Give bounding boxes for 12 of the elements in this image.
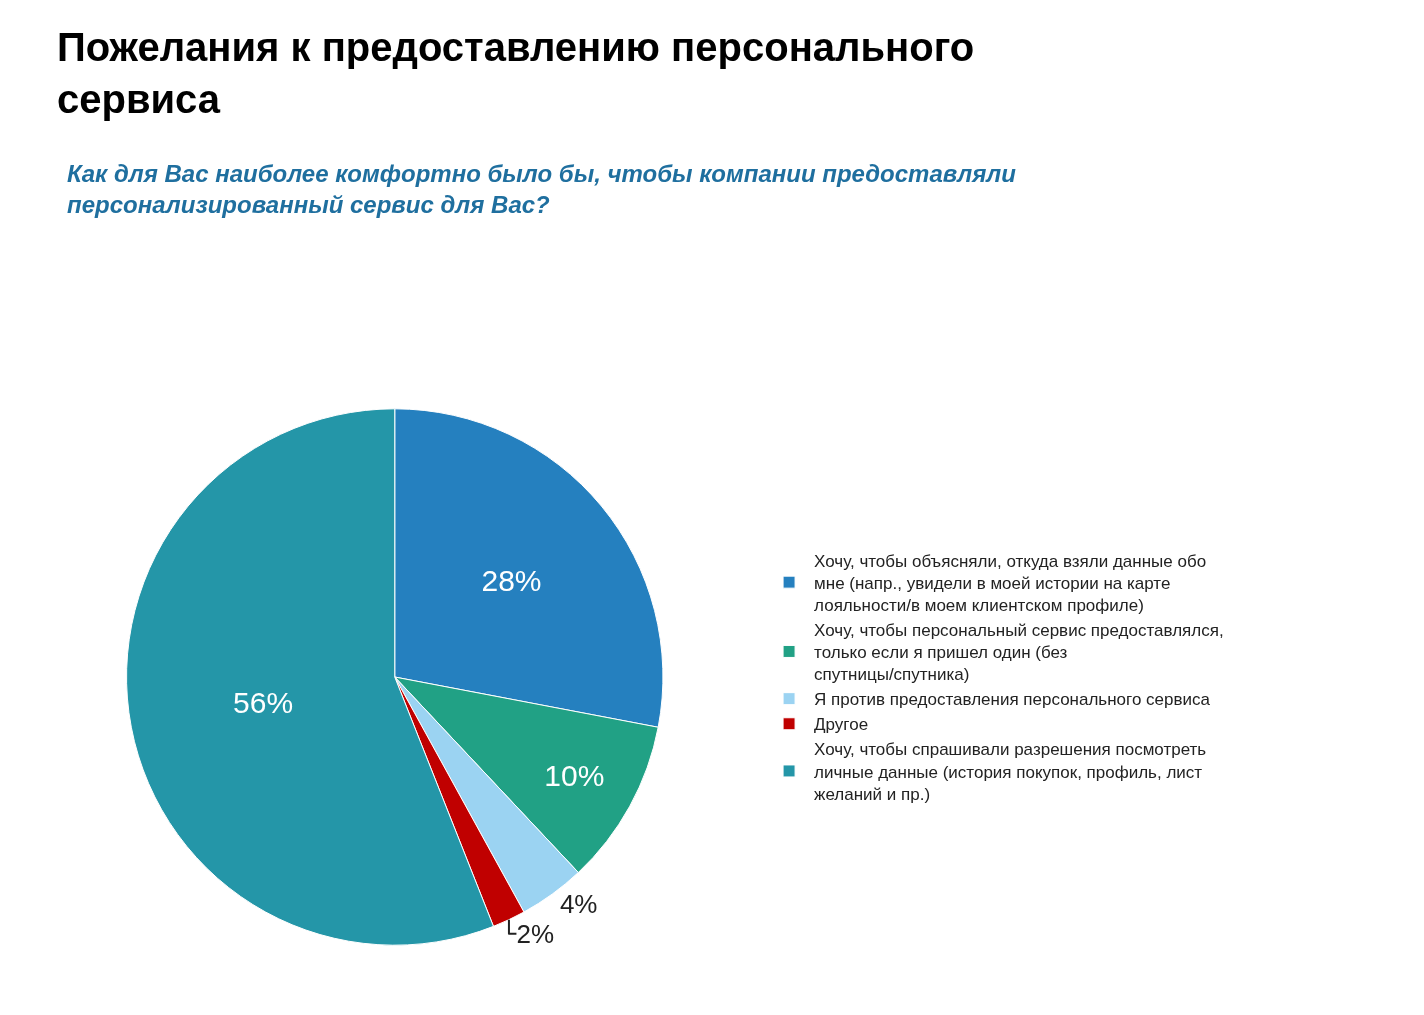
chart-title: Пожелания к предоставлению персонального сервиса [56, 24, 975, 121]
legend-label: Другое [814, 715, 869, 735]
legend-label: Хочу, чтобы персональный сервис предоставлялся, только если я пришел один (без спутницы/спутника) [814, 620, 1224, 685]
data-label: 28% [481, 563, 542, 597]
chart-subtitle: Как для Вас наиболее комфортно было бы, чтобы компании предоставляли персонализированный сервис для Вас? [67, 160, 1017, 219]
data-label: 10% [544, 759, 605, 793]
legend-label: Я против предоставления персонального сервиса [814, 690, 1211, 710]
data-label: 56% [233, 685, 294, 719]
legend-label: Хочу, чтобы объясняли, откуда взяли данные обо мне (напр., увидели в моей истории на карте лояльности/в моем клиентском профиле) [814, 551, 1207, 615]
data-label: 2% [516, 918, 555, 949]
legend-label: Хочу, чтобы спрашивали разрешения посмотреть личные данные (история покупок, профиль, лист желаний и пр.) [814, 740, 1207, 804]
data-label: 4% [559, 888, 598, 919]
